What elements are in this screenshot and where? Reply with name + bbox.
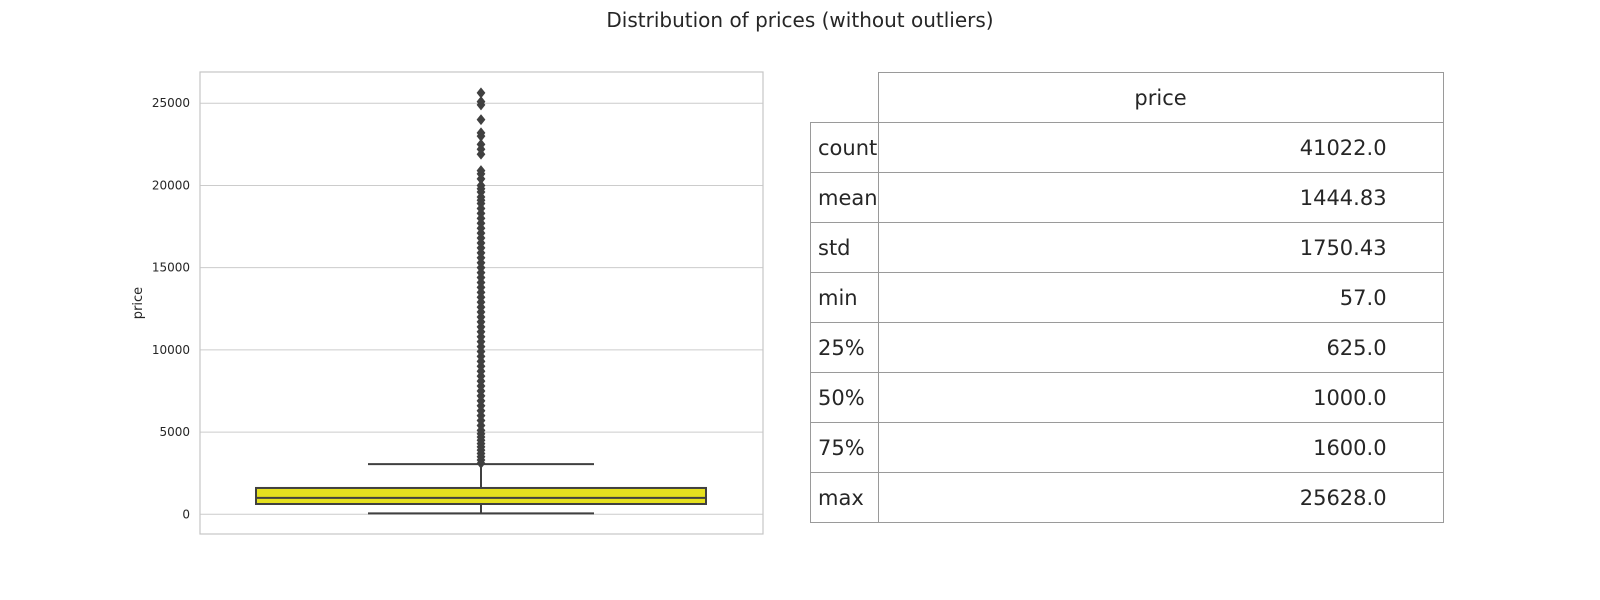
y-tick-label: 0 [182,507,190,521]
outlier-point [476,127,486,139]
table-row-label: std [810,222,879,273]
outlier-point [476,138,486,150]
table-row: std 1750.43 [810,222,1444,273]
outlier-point [476,96,486,108]
table-row-label: 50% [810,372,879,423]
y-tick-label: 5000 [159,425,190,439]
outlier-point [476,165,486,177]
table-row-value: 41022.0 [877,122,1444,173]
table-row-value: 25628.0 [877,472,1444,523]
table-row: 75% 1600.0 [810,422,1444,473]
table-row-value: 1444.83 [877,172,1444,223]
y-tick-label: 25000 [152,96,190,110]
box-plot: 0 5000 10000 15000 20000 25000 price [131,71,764,535]
outlier-point [476,114,486,126]
y-tick-label: 10000 [152,343,190,357]
outlier-point [476,87,486,99]
table-row-label: 75% [810,422,879,473]
table-row-value: 1750.43 [877,222,1444,273]
table-row-label: count [810,122,879,173]
table-corner [810,72,879,123]
plot-frame [199,71,764,535]
table-row-value: 1000.0 [877,372,1444,423]
y-axis-label: price [131,287,146,319]
y-tick-label: 20000 [152,178,190,192]
iqr-box [255,486,707,505]
table-row: mean 1444.83 [810,172,1444,223]
table-row-value: 625.0 [877,322,1444,373]
table-column-header: price [877,72,1444,123]
table-row: max 25628.0 [810,472,1444,523]
summary-table: price count 41022.0 mean 1444.83 std 1750.43 m… [810,72,1444,523]
figure-title: Distribution of prices (without outliers… [606,8,994,32]
table-row: 25% 625.0 [810,322,1444,373]
table-row: 50% 1000.0 [810,372,1444,423]
table-row: count 41022.0 [810,122,1444,173]
table-row-label: mean [810,172,879,223]
table-row-label: min [810,272,879,323]
outlier-point [476,179,486,191]
table-row-label: max [810,472,879,523]
table-row-value: 57.0 [877,272,1444,323]
y-tick-label: 15000 [152,261,190,275]
table-row-value: 1600.0 [877,422,1444,473]
table-row-label: 25% [810,322,879,373]
table-row: min 57.0 [810,272,1444,323]
